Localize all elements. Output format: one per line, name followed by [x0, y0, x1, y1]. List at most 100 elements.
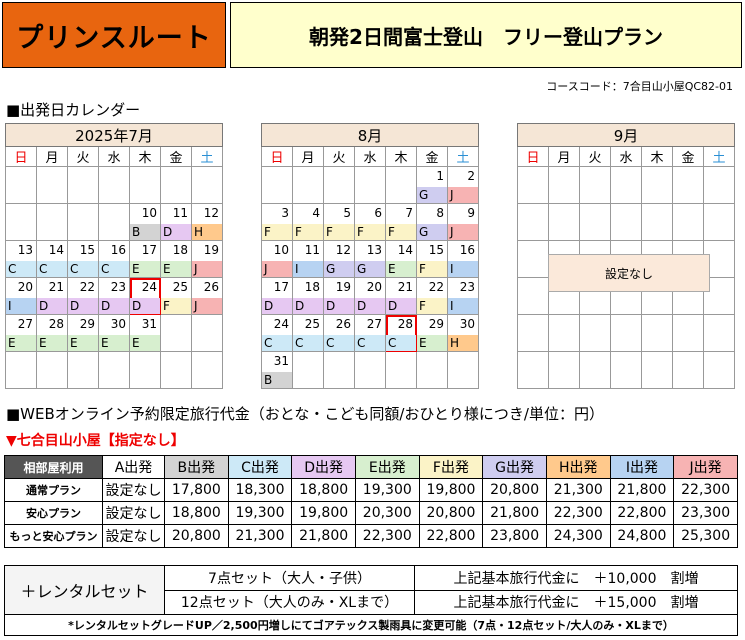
- calendar-day[interactable]: 22 D: [67, 277, 99, 315]
- calendar-empty-cell: [160, 351, 192, 389]
- calendar-day[interactable]: 28 C: [385, 314, 417, 352]
- calendar-day[interactable]: 13 C: [5, 240, 37, 278]
- calendar-day[interactable]: 31 E: [129, 314, 161, 352]
- calendar-day[interactable]: 27 E: [5, 314, 37, 352]
- calendar-empty-cell: [67, 203, 99, 241]
- calendar-empty-cell: [579, 351, 611, 389]
- calendar-day[interactable]: 28 E: [36, 314, 68, 352]
- plan-title: 朝発2日間富士登山 フリー登山プラン: [230, 2, 742, 68]
- day-number: 10: [141, 206, 157, 220]
- calendar-day[interactable]: 14 E: [385, 240, 417, 278]
- day-number: 8: [436, 206, 444, 220]
- calendar-day[interactable]: 29 E: [67, 314, 99, 352]
- calendar-day[interactable]: 24 D: [129, 277, 161, 315]
- price-cell: 20,300: [354, 501, 420, 525]
- calendar-day[interactable]: 24 C: [261, 314, 293, 352]
- calendar-day[interactable]: 16 C: [98, 240, 130, 278]
- calendar-day[interactable]: 10 J: [261, 240, 293, 278]
- calendar-day[interactable]: 26 C: [323, 314, 355, 352]
- departure-group-badge: I: [448, 261, 478, 277]
- calendar-day[interactable]: 14 C: [36, 240, 68, 278]
- calendar-day[interactable]: 19 D: [323, 277, 355, 315]
- calendar-day[interactable]: 15 F: [416, 240, 448, 278]
- calendar-day[interactable]: 18 E: [160, 240, 192, 278]
- calendar-day[interactable]: 17 E: [129, 240, 161, 278]
- calendar-day[interactable]: 25 C: [292, 314, 324, 352]
- day-number: 23: [459, 280, 475, 294]
- calendar-day[interactable]: 17 D: [261, 277, 293, 315]
- day-number: 19: [203, 243, 219, 257]
- day-number: 26: [335, 317, 351, 331]
- price-cell: 設定なし: [102, 501, 165, 525]
- calendar-day[interactable]: 23 I: [447, 277, 479, 315]
- calendar-day[interactable]: 29 E: [416, 314, 448, 352]
- departure-group-badge: G: [417, 187, 447, 203]
- calendar-day[interactable]: 18 D: [292, 277, 324, 315]
- calendar-empty-cell: [703, 166, 735, 204]
- weekday-label: 金: [672, 146, 704, 167]
- day-number: 21: [48, 280, 64, 294]
- price-column-header: B出発: [164, 455, 229, 479]
- departure-group-badge: E: [130, 261, 160, 277]
- calendar-empty-cell: [548, 314, 580, 352]
- calendar-empty-cell: [610, 314, 642, 352]
- day-number: 29: [79, 317, 95, 331]
- day-number: 11: [172, 206, 188, 220]
- calendar-day[interactable]: 13 G: [354, 240, 386, 278]
- calendar-month-2: 8月日月火水木金土 1 G 2 J 3 F 4 F 5 F 6 F 7 F 8 G 9 J 10 J 11 I 12 G 13 G 1…: [261, 123, 479, 389]
- calendar-day[interactable]: 12 H: [191, 203, 223, 241]
- calendar-day[interactable]: 10 B: [129, 203, 161, 241]
- day-number: 31: [141, 317, 157, 331]
- day-number: 16: [110, 243, 126, 257]
- calendar-day[interactable]: 30 E: [98, 314, 130, 352]
- calendar-day[interactable]: 16 I: [447, 240, 479, 278]
- calendar-day[interactable]: 11 D: [160, 203, 192, 241]
- calendar-empty-cell: [517, 166, 549, 204]
- day-number: 18: [172, 243, 188, 257]
- departure-group-badge: F: [324, 224, 354, 240]
- day-number: 29: [428, 317, 444, 331]
- departure-group-badge: E: [417, 335, 447, 351]
- departure-group-badge: J: [448, 224, 478, 240]
- calendar-empty-cell: [641, 166, 673, 204]
- calendar-day[interactable]: 20 I: [5, 277, 37, 315]
- calendar-day[interactable]: 15 C: [67, 240, 99, 278]
- price-cell: 22,300: [354, 524, 420, 548]
- price-cell: 20,800: [418, 501, 484, 525]
- calendar-empty-cell: [67, 166, 99, 204]
- calendar-day[interactable]: 21 D: [385, 277, 417, 315]
- rental-item-12: 12点セット（大人のみ・XLまで）: [164, 589, 415, 615]
- calendar-day[interactable]: 21 D: [36, 277, 68, 315]
- calendar-day[interactable]: 25 F: [160, 277, 192, 315]
- departure-group-badge: D: [130, 298, 160, 314]
- departure-group-badge: F: [262, 224, 292, 240]
- calendar-empty-cell: [129, 351, 161, 389]
- calendar-empty-cell: [703, 203, 735, 241]
- departure-group-badge: E: [161, 261, 191, 277]
- calendar-day[interactable]: 12 G: [323, 240, 355, 278]
- calendar-day[interactable]: 31 B: [261, 351, 293, 389]
- calendar-day[interactable]: 30 H: [447, 314, 479, 352]
- calendar-day[interactable]: 20 D: [354, 277, 386, 315]
- day-number: 21: [397, 280, 413, 294]
- calendar-day[interactable]: 22 F: [416, 277, 448, 315]
- calendar-day[interactable]: 26 J: [191, 277, 223, 315]
- calendar-empty-cell: [5, 166, 37, 204]
- calendar-day[interactable]: 19 J: [191, 240, 223, 278]
- calendar-day[interactable]: 11 I: [292, 240, 324, 278]
- calendar-day[interactable]: 23 D: [98, 277, 130, 315]
- calendar-empty-cell: [98, 351, 130, 389]
- calendar-empty-cell: [5, 203, 37, 241]
- day-number: 4: [312, 206, 320, 220]
- calendar-day[interactable]: 27 C: [354, 314, 386, 352]
- price-column-header: I出発: [609, 455, 675, 479]
